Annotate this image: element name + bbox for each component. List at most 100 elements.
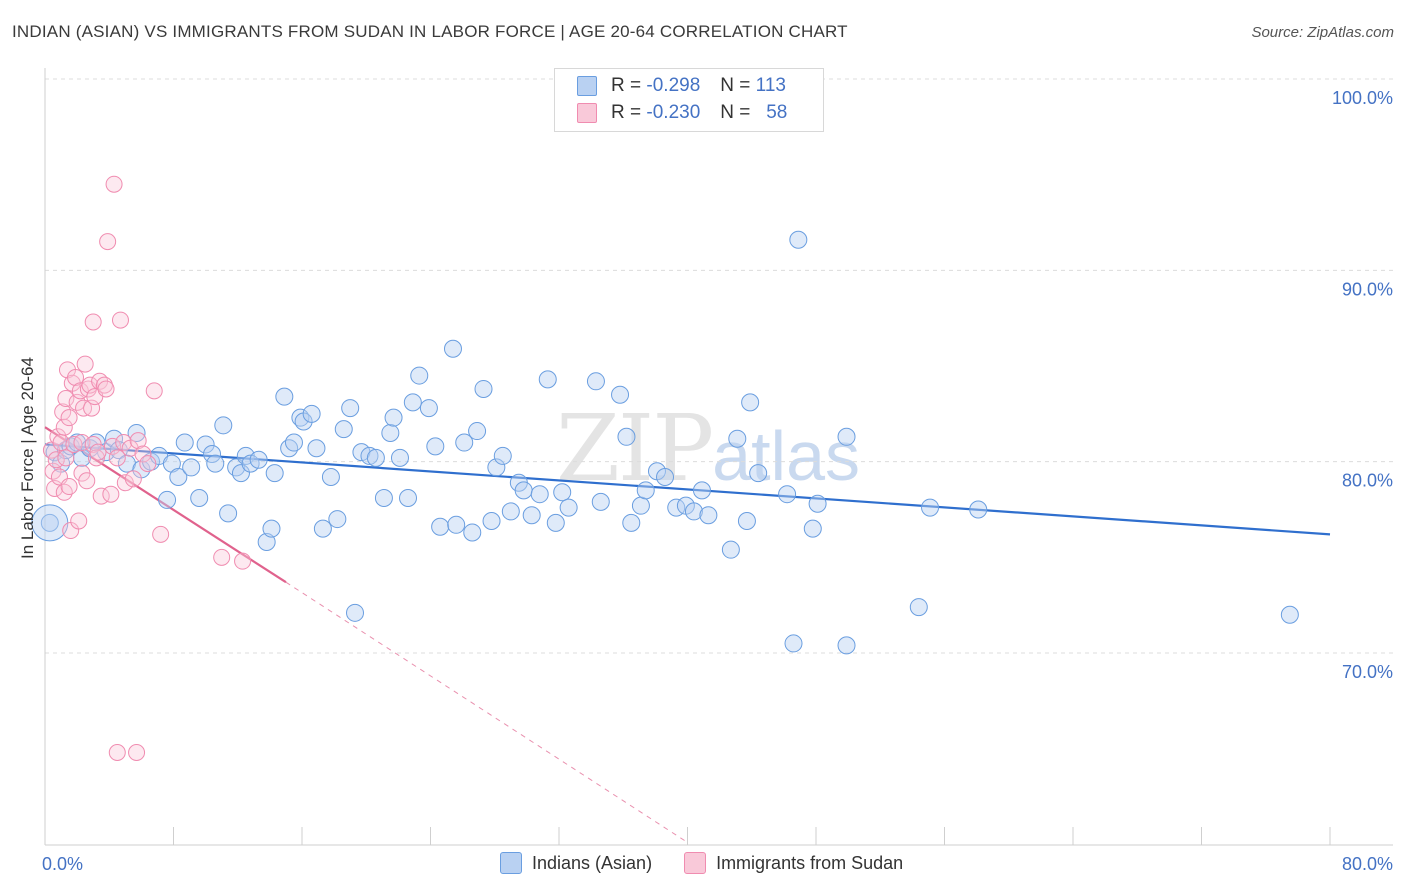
y-tick-label: 70.0% (1342, 662, 1393, 682)
legend-label-sudan: Immigrants from Sudan (716, 852, 904, 873)
point-indians (692, 481, 711, 500)
point-sudan (57, 390, 75, 408)
point-indians (699, 506, 718, 525)
point-indians (969, 500, 988, 519)
tick-labels: 100.0% 90.0% 80.0% 70.0% 0.0% 80.0% (42, 88, 1393, 874)
legend-item-indians: Indians (Asian) (500, 852, 652, 874)
point-indians (341, 399, 360, 418)
point-indians (214, 416, 233, 435)
point-indians (617, 427, 636, 446)
point-indians (275, 387, 294, 406)
point-indians (284, 433, 303, 452)
point-indians (384, 408, 403, 427)
n-value: 113 (755, 75, 786, 96)
point-indians (381, 423, 400, 442)
trend-line-sudan-solid (44, 426, 287, 584)
chart-title: INDIAN (ASIAN) VS IMMIGRANTS FROM SUDAN … (12, 22, 848, 41)
point-indians (265, 464, 284, 483)
point-sudan (55, 418, 73, 436)
point-indians (501, 502, 520, 521)
point-indians (656, 467, 675, 486)
point-indians (482, 511, 501, 530)
point-sudan (84, 313, 102, 331)
point-indians (431, 517, 450, 536)
point-sudan (60, 409, 78, 427)
r-label: R = (611, 102, 642, 123)
point-indians (778, 485, 797, 504)
point-indians (219, 504, 238, 523)
point-sudan (99, 233, 117, 251)
point-indians (231, 464, 250, 483)
point-indians (366, 448, 385, 467)
point-sudan (78, 472, 96, 490)
point-indians (175, 433, 194, 452)
point-indians (390, 448, 409, 467)
legend-swatch-blue-icon (500, 852, 522, 874)
point-sudan (108, 743, 126, 761)
point-sudan (57, 449, 75, 467)
legend-row-indians: R = -0.298 N = 113 (577, 74, 786, 98)
point-indians (374, 489, 393, 508)
trend-line-indians-solid (44, 443, 1331, 536)
point-sudan (128, 743, 146, 761)
point-sudan (152, 525, 170, 543)
point-indians (302, 404, 321, 423)
point-indians (784, 634, 803, 653)
y-tick-label: 80.0% (1342, 471, 1393, 491)
point-sudan (108, 449, 126, 467)
point-indians (169, 467, 188, 486)
point-indians (419, 399, 438, 418)
point-sudan (234, 552, 252, 570)
correlation-legend: R = -0.298 N = 113 R = -0.230 N = 58 (554, 68, 824, 132)
point-sudan (134, 445, 152, 463)
n-label: N = (720, 75, 751, 96)
point-indians (684, 502, 703, 521)
point-sudan (70, 512, 88, 530)
point-indians (741, 393, 760, 412)
point-sudan (60, 478, 78, 496)
trend-line-sudan-dashed (285, 581, 688, 843)
source-label: Source: ZipAtlas.com (1251, 24, 1394, 41)
point-sudan (145, 382, 163, 400)
point-indians (196, 435, 215, 454)
point-indians (1280, 605, 1299, 624)
point-sudan (102, 485, 120, 503)
point-indians (257, 533, 276, 552)
point-indians (487, 458, 506, 477)
point-indians (522, 506, 541, 525)
n-value: 58 (766, 102, 788, 123)
point-indians (206, 454, 225, 473)
point-indians (808, 494, 827, 513)
series-legend: Indians (Asian) Immigrants from Sudan (500, 852, 935, 874)
point-indians (636, 481, 655, 500)
point-sudan (87, 449, 105, 467)
point-indians (334, 420, 353, 439)
point-indians (468, 422, 487, 441)
point-sudan (115, 434, 133, 452)
point-indians (360, 446, 379, 465)
point-indians (403, 393, 422, 412)
point-indians (182, 458, 201, 477)
point-indians (749, 464, 768, 483)
legend-item-sudan: Immigrants from Sudan (684, 852, 903, 874)
legend-label-indians: Indians (Asian) (532, 852, 653, 873)
legend-swatch-pink-icon (577, 103, 597, 123)
legend-row-sudan: R = -0.230 N = 58 (577, 101, 787, 125)
point-indians (611, 385, 630, 404)
point-indians (493, 446, 512, 465)
point-indians (399, 489, 418, 508)
point-indians (262, 519, 281, 538)
axes (44, 68, 1393, 846)
point-sudan (97, 380, 115, 398)
point-indians (280, 439, 299, 458)
point-indians (313, 519, 332, 538)
point-sudan (49, 428, 67, 446)
point-indians (591, 492, 610, 511)
point-indians (249, 450, 268, 469)
point-sudan (213, 548, 231, 566)
point-indians (203, 445, 222, 464)
r-value: -0.230 (646, 102, 701, 123)
point-indians (909, 598, 928, 617)
point-indians (538, 370, 557, 389)
point-sudan (139, 455, 157, 473)
